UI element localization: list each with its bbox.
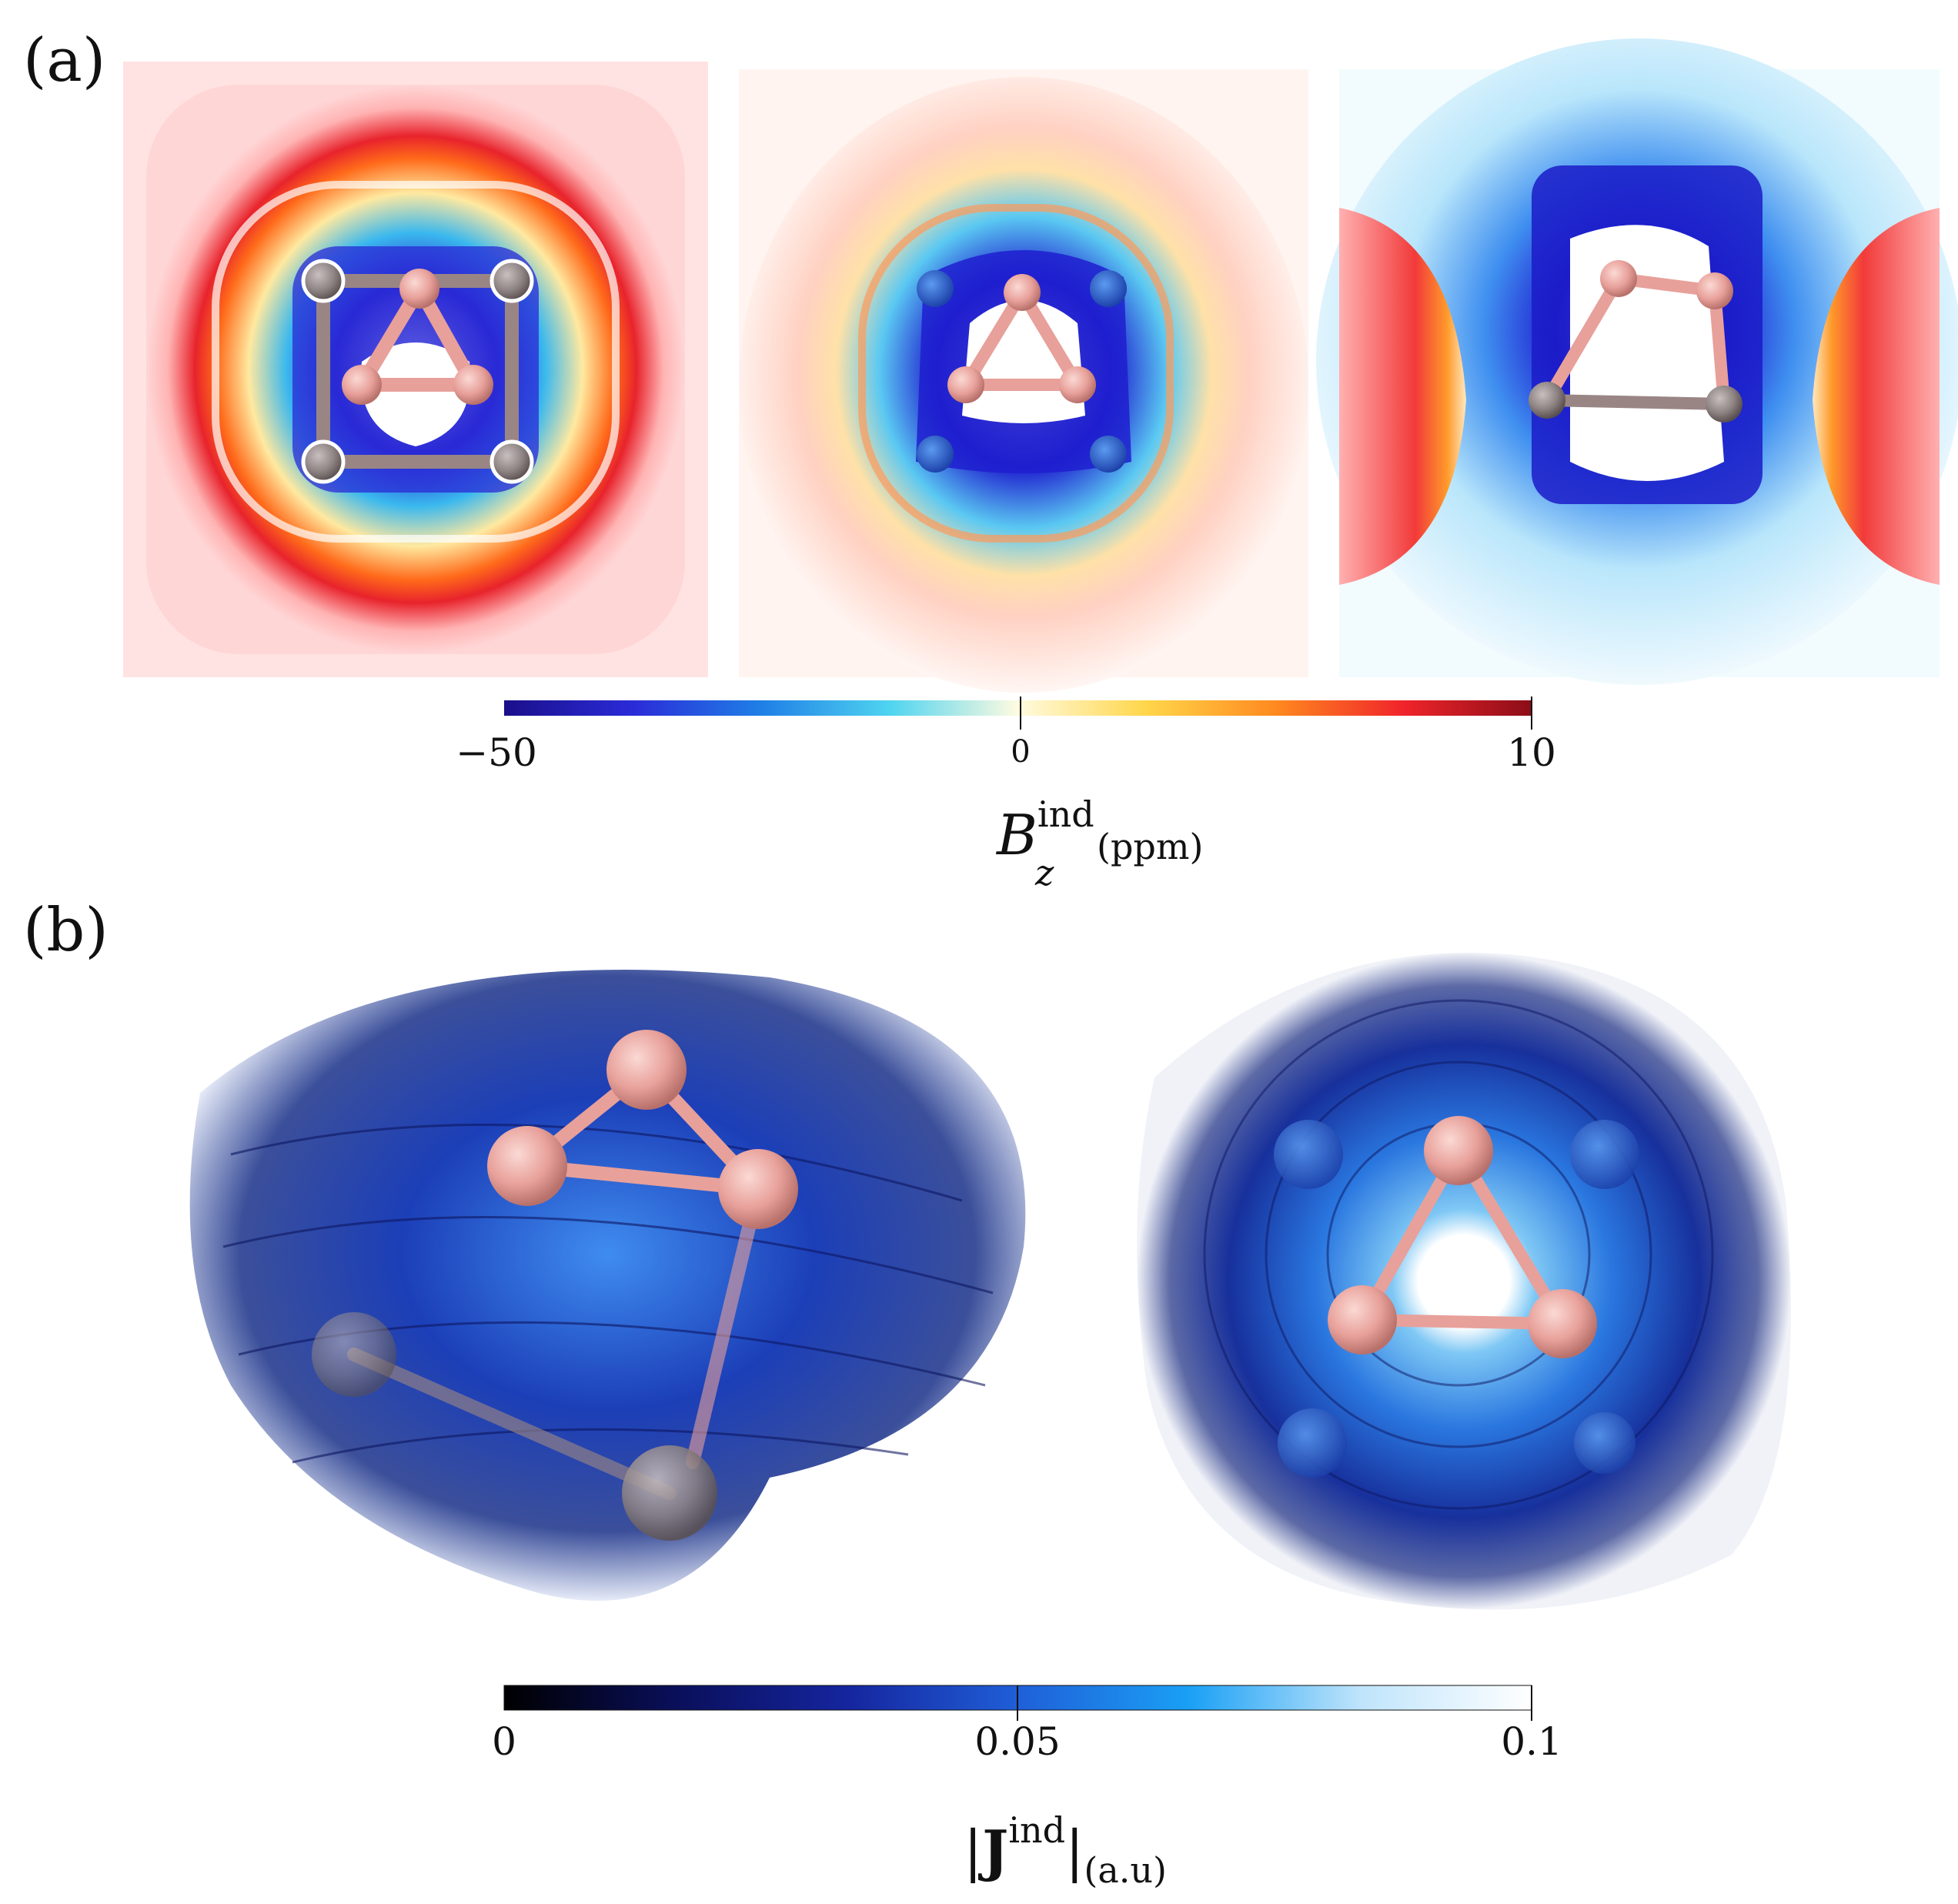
colorbar-a: −50 0 10 Bind z (ppm) xyxy=(456,696,1556,894)
current-density-view-2 xyxy=(1137,953,1791,1610)
colorbar-b-bar-left: | xyxy=(964,1819,982,1883)
colorbar-a-tick-max: 10 xyxy=(1507,730,1556,775)
panel-label-a: (a) xyxy=(23,26,105,95)
colorbar-b-tick-max: 0.1 xyxy=(1501,1719,1562,1764)
colorbar-b-tick-min: 0 xyxy=(492,1719,516,1764)
molecule-b1 xyxy=(312,1030,798,1541)
molecule-b2 xyxy=(1274,1116,1639,1478)
colorbar-b-title-sup: ind xyxy=(1008,1809,1065,1851)
molecule-1 xyxy=(301,259,534,484)
field-map-1 xyxy=(123,62,708,677)
colorbar-a-title-sup: ind xyxy=(1037,793,1094,835)
field-map-3 xyxy=(1316,38,1958,685)
colorbar-a-title-unit: (ppm) xyxy=(1097,826,1203,867)
panel-label-b: (b) xyxy=(23,896,109,965)
colorbar-a-tick-min: −50 xyxy=(456,730,537,775)
colorbar-a-title: Bind z (ppm) xyxy=(995,793,1203,894)
colorbar-b-title-unit: (a.u) xyxy=(1084,1849,1167,1891)
current-density-view-1 xyxy=(189,970,1026,1601)
colorbar-b-bar-right: | xyxy=(1065,1819,1084,1883)
colorbar-b-tick-mid: 0.05 xyxy=(974,1719,1060,1764)
field-map-2 xyxy=(739,69,1308,693)
colorbar-a-title-main: B xyxy=(995,803,1037,867)
colorbar-b-title-main: J xyxy=(977,1818,1008,1883)
colorbar-a-gradient xyxy=(504,700,1532,716)
colorbar-b-title: |Jind|(a.u) xyxy=(964,1809,1167,1891)
colorbar-a-tick-mid: 0 xyxy=(1011,734,1030,770)
molecule-2 xyxy=(917,270,1127,473)
colorbar-b: 0 0.05 0.1 |Jind|(a.u) xyxy=(492,1685,1562,1891)
colorbar-a-title-sub: z xyxy=(1034,852,1054,894)
molecule-3 xyxy=(1529,260,1742,423)
